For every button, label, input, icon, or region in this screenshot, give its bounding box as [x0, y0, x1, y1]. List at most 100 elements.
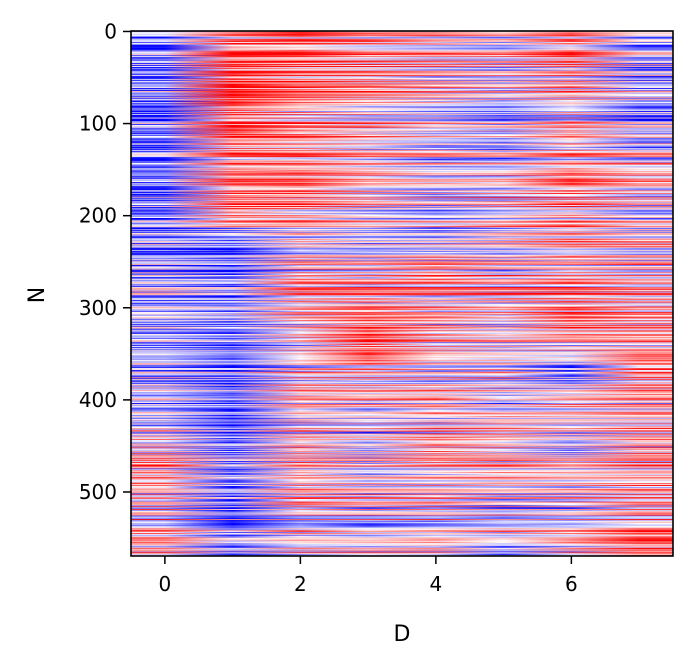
heatmap-row [131, 356, 673, 358]
heatmap-row [131, 161, 673, 164]
heatmap-row [131, 540, 673, 542]
heatmap-row [131, 520, 673, 522]
heatmap-row [131, 414, 673, 416]
heatmap-row [131, 181, 673, 183]
heatmap-row [131, 519, 673, 521]
heatmap-row [131, 333, 673, 335]
heatmap-row [131, 407, 673, 409]
heatmap-row [131, 530, 673, 532]
heatmap-row [131, 251, 673, 253]
heatmap-row [131, 454, 673, 456]
heatmap-row [131, 164, 673, 166]
heatmap-row [131, 124, 673, 126]
heatmap-row [131, 80, 673, 83]
heatmap-row [131, 458, 673, 460]
heatmap-row [131, 524, 673, 526]
heatmap-row [131, 468, 673, 470]
heatmap-row [131, 461, 673, 463]
heatmap-row [131, 423, 673, 425]
heatmap-row [131, 545, 673, 548]
heatmap-row [131, 502, 673, 504]
heatmap-row [131, 194, 673, 196]
heatmap-row [131, 54, 673, 57]
heatmap-row [131, 69, 673, 71]
heatmap-row [131, 221, 673, 223]
heatmap-row [131, 217, 673, 219]
heatmap-row [131, 486, 673, 488]
heatmap-row [131, 320, 673, 322]
heatmap-row [131, 305, 673, 307]
heatmap-row [131, 35, 673, 37]
heatmap-row [131, 435, 673, 437]
heatmap-row [131, 315, 673, 317]
axis-ticks: 0 2 4 6 0 100 200 300 400 500 [79, 19, 578, 596]
heatmap-row [131, 160, 673, 163]
heatmap-row [131, 290, 673, 293]
heatmap-row [131, 64, 673, 66]
heatmap-row [131, 184, 673, 187]
heatmap-row [131, 331, 673, 333]
heatmap-row [131, 154, 673, 156]
heatmap-row [131, 165, 673, 167]
heatmap-row [131, 150, 673, 153]
heatmap-row [131, 75, 673, 77]
heatmap-row [131, 551, 673, 553]
heatmap-row [131, 45, 673, 48]
y-tick-label: 0 [104, 19, 117, 43]
heatmap-row [131, 334, 673, 336]
heatmap-row [131, 335, 673, 338]
heatmap-row [131, 376, 673, 378]
heatmap-row [131, 196, 673, 199]
heatmap-row [131, 527, 673, 529]
heatmap-row [131, 67, 673, 70]
heatmap-row [131, 276, 673, 279]
heatmap-row [131, 142, 673, 144]
heatmap-row [131, 336, 673, 339]
heatmap-row [131, 485, 673, 487]
heatmap-row [131, 541, 673, 543]
heatmap-row [131, 352, 673, 354]
heatmap-row [131, 211, 673, 213]
heatmap-row [131, 118, 673, 120]
heatmap-row [131, 241, 673, 243]
heatmap-row [131, 537, 673, 539]
heatmap-row [131, 36, 673, 38]
heatmap-row [131, 322, 673, 324]
heatmap-row [131, 232, 673, 234]
heatmap-row [131, 236, 673, 238]
heatmap-row [131, 450, 673, 452]
heatmap-row [131, 486, 673, 489]
heatmap-row [131, 105, 673, 107]
heatmap-row [131, 163, 673, 165]
heatmap-row [131, 478, 673, 480]
heatmap-row [131, 89, 673, 92]
heatmap-row [131, 433, 673, 435]
heatmap-row [131, 39, 673, 41]
heatmap-row [131, 470, 673, 472]
heatmap-row [131, 287, 673, 290]
heatmap-row [131, 394, 673, 397]
heatmap-row [131, 529, 673, 531]
heatmap-row [131, 264, 673, 267]
y-tick-label: 400 [79, 388, 117, 412]
heatmap-row [131, 297, 673, 299]
heatmap-row [131, 306, 673, 308]
heatmap-row [131, 334, 673, 337]
heatmap-row [131, 91, 673, 94]
heatmap-row [131, 269, 673, 271]
heatmap-row [131, 393, 673, 396]
heatmap-row [131, 434, 673, 436]
heatmap-row [131, 544, 673, 546]
heatmap-row [131, 49, 673, 51]
heatmap-row [131, 159, 673, 162]
heatmap-row [131, 549, 673, 551]
heatmap-row [131, 125, 673, 128]
heatmap-row [131, 360, 673, 363]
heatmap-row [131, 438, 673, 440]
heatmap-row [131, 371, 673, 374]
heatmap-row [131, 538, 673, 540]
heatmap-row [131, 345, 673, 347]
heatmap-row [131, 536, 673, 538]
heatmap-row [131, 476, 673, 479]
y-axis-label: N [25, 287, 50, 303]
